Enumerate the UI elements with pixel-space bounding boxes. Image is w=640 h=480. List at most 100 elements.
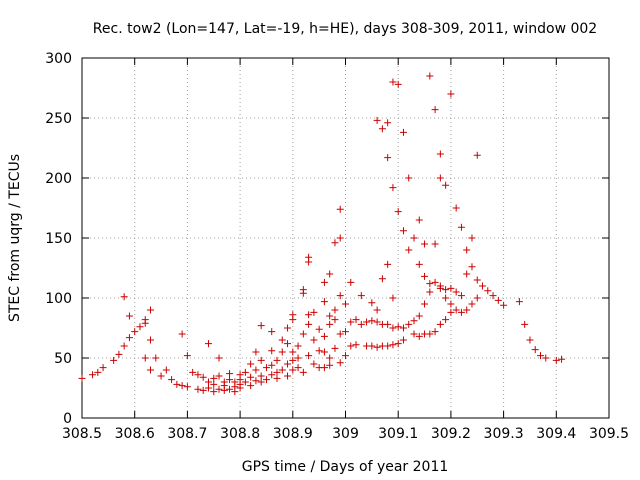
data-point [442, 294, 450, 302]
data-point [299, 368, 307, 376]
data-point [489, 292, 497, 300]
data-point [431, 106, 439, 114]
data-point [215, 372, 223, 380]
data-point [336, 205, 344, 213]
data-point [357, 320, 365, 328]
data-point [436, 150, 444, 158]
data-point [125, 334, 133, 342]
data-point [447, 300, 455, 308]
data-point [141, 354, 149, 362]
data-point [262, 364, 270, 372]
data-point [479, 282, 487, 290]
data-point [147, 306, 155, 314]
data-point [500, 301, 508, 309]
data-point [394, 80, 402, 88]
data-point [410, 330, 418, 338]
data-point [426, 288, 434, 296]
data-point [347, 342, 355, 350]
data-point [331, 239, 339, 247]
data-point [204, 384, 212, 392]
data-point [310, 360, 318, 368]
data-point [384, 342, 392, 350]
data-point [89, 371, 97, 379]
data-point [405, 174, 413, 182]
data-point [226, 376, 234, 384]
data-point [78, 374, 86, 382]
data-point [257, 322, 265, 330]
data-point [183, 383, 191, 391]
data-point [326, 312, 334, 320]
chart-title: Rec. tow2 (Lon=147, Lat=-19, h=HE), days… [93, 21, 597, 37]
data-point [415, 260, 423, 268]
data-point [320, 364, 328, 372]
data-point [347, 318, 355, 326]
data-point [273, 368, 281, 376]
data-point [204, 340, 212, 348]
axis-ticks: 308.5 308.6 308.7 308.8 308.9 309 309.1 309.2 30… [45, 51, 629, 442]
data-point [136, 323, 144, 331]
data-point [326, 354, 334, 362]
data-point [352, 316, 360, 324]
data-point [315, 325, 323, 333]
y-axis-label: STEC from uqrg / TECUs [7, 154, 23, 322]
data-point [468, 263, 476, 271]
data-point [326, 270, 334, 278]
data-point [426, 72, 434, 80]
data-point [373, 306, 381, 314]
data-point [536, 352, 544, 360]
data-point [336, 234, 344, 242]
data-point [342, 352, 349, 360]
data-points [78, 72, 566, 396]
data-point [289, 316, 297, 324]
data-point [152, 354, 160, 362]
data-point [210, 388, 218, 396]
data-point [189, 368, 197, 376]
data-point [442, 286, 450, 294]
data-point [426, 330, 434, 338]
data-point [457, 292, 465, 300]
data-point [410, 317, 418, 325]
data-point [384, 260, 392, 268]
data-point [289, 356, 297, 364]
data-point [284, 324, 292, 332]
data-point [494, 296, 502, 304]
data-point [241, 378, 249, 386]
data-point [305, 320, 313, 328]
y-tick-label: 100 [45, 291, 72, 307]
x-axis-label: GPS time / Days of year 2011 [242, 459, 449, 475]
data-point [268, 361, 276, 369]
data-point [157, 372, 165, 380]
data-point [347, 278, 355, 286]
data-point [368, 299, 376, 307]
data-point [326, 320, 334, 328]
y-tick-label: 200 [45, 171, 72, 187]
data-point [236, 380, 244, 388]
data-point [521, 320, 529, 328]
data-point [173, 380, 181, 388]
y-tick-label: 250 [45, 111, 72, 127]
data-point [315, 347, 323, 355]
data-point [342, 328, 349, 336]
data-point [294, 342, 302, 350]
data-point [558, 355, 566, 363]
data-point [357, 292, 365, 300]
data-point [526, 336, 534, 344]
grid-lines [82, 58, 609, 418]
data-point [336, 359, 344, 367]
data-point [310, 308, 318, 316]
data-point [210, 374, 218, 382]
data-point [204, 378, 212, 386]
data-point [268, 347, 276, 355]
data-point [299, 330, 307, 338]
data-point [436, 174, 444, 182]
data-point [110, 356, 118, 364]
data-point [278, 348, 286, 356]
data-point [336, 292, 344, 300]
data-point [252, 348, 260, 356]
data-point [247, 360, 255, 368]
data-point [268, 328, 276, 336]
data-point [247, 373, 255, 381]
data-point [125, 312, 133, 320]
data-point [141, 319, 149, 327]
